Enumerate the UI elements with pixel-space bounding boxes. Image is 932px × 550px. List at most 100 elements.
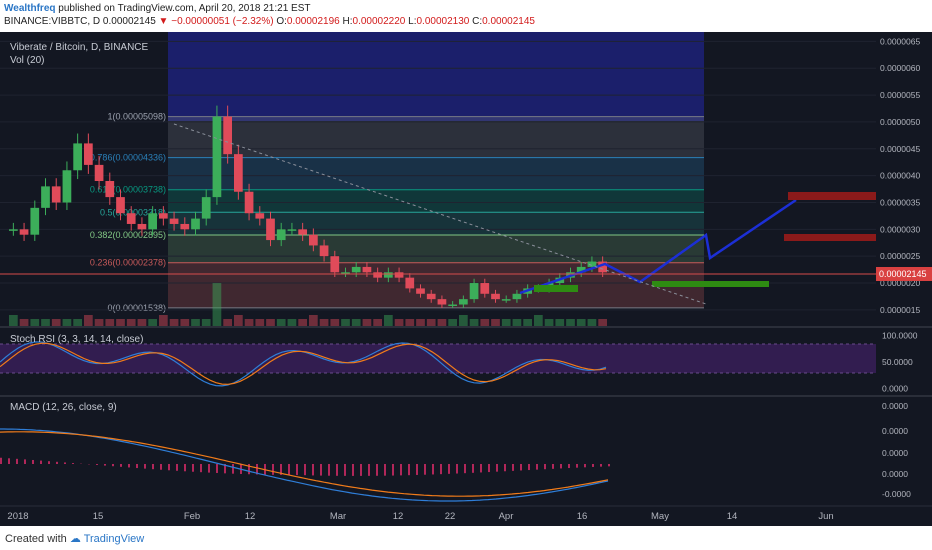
time-tick-label: 14 xyxy=(727,511,738,522)
macd-hist-bar xyxy=(128,464,130,468)
candle-body xyxy=(448,304,457,307)
candle-body xyxy=(255,213,265,219)
chart-svg[interactable]: 1(0.00005098) 0.786(0.00004336) 0.618(0.00… xyxy=(0,32,932,526)
macd-hist-bar xyxy=(192,464,194,472)
volume-bar xyxy=(351,319,361,326)
macd-hist-bar xyxy=(200,464,202,473)
candle-body xyxy=(587,261,597,267)
macd-hist-bar xyxy=(96,464,98,465)
macd-hist-bar xyxy=(584,464,586,468)
volume-bar xyxy=(544,319,554,326)
resistance-zone-lower[interactable] xyxy=(784,234,876,241)
candle-body xyxy=(287,229,297,231)
macd-hist-bar xyxy=(592,464,594,467)
macd-hist-bar xyxy=(328,464,330,476)
stoch-tick-label: 100.0000 xyxy=(882,330,918,340)
volume-bar xyxy=(244,319,254,326)
macd-hist-bar xyxy=(528,464,530,471)
price-axis-ticks: 0.0000065 0.0000060 0.0000055 0.0000050 0.00… xyxy=(880,36,920,315)
macd-hist-bar xyxy=(472,464,474,473)
chart-area[interactable]: 1(0.00005098) 0.786(0.00004336) 0.618(0.00… xyxy=(0,32,932,526)
support-zone[interactable] xyxy=(652,281,769,287)
candle-body xyxy=(62,170,72,203)
tradingview-brand-link[interactable]: TradingView xyxy=(83,533,145,545)
candle-body xyxy=(416,288,425,294)
macd-hist-bar xyxy=(112,464,114,467)
macd-hist-bar xyxy=(400,464,402,476)
volume-bar xyxy=(287,319,297,326)
candle-body xyxy=(276,229,286,241)
macd-hist-bar xyxy=(384,464,386,476)
macd-tick-label: -0.0000 xyxy=(882,489,911,499)
macd-hist-bar xyxy=(0,457,2,464)
macd-hist-bar xyxy=(280,464,282,475)
published-text: published on TradingView.com, April 20, … xyxy=(58,3,311,14)
macd-hist-bar xyxy=(248,464,250,475)
macd-hist-bar xyxy=(568,464,570,469)
candle-body xyxy=(148,213,157,230)
high-label: H: xyxy=(342,16,353,27)
price-tick-label: 0.0000045 xyxy=(880,144,920,154)
volume-bar xyxy=(234,315,243,326)
candle-body xyxy=(373,272,382,278)
macd-hist-bar xyxy=(64,462,66,464)
volume-bar xyxy=(362,319,372,326)
macd-hist-bar xyxy=(496,464,498,472)
volume-bar xyxy=(448,319,457,326)
volume-bar xyxy=(84,315,93,326)
candle-body xyxy=(319,245,329,257)
macd-hist-bar xyxy=(304,464,306,476)
macd-hist-bar xyxy=(536,464,538,470)
macd-hist-bar xyxy=(312,464,314,476)
volume-bar xyxy=(437,319,447,326)
stoch-tick-label: 50.0000 xyxy=(882,357,913,367)
projection-path[interactable] xyxy=(519,198,797,295)
macd-hist-bar xyxy=(344,464,346,476)
volume-bar xyxy=(223,319,232,326)
price-tick-label: 0.0000025 xyxy=(880,251,920,261)
volume-bar xyxy=(330,319,340,326)
macd-hist-bar xyxy=(360,464,362,476)
candle-body xyxy=(223,116,232,155)
price-tick-label: 0.0000015 xyxy=(880,305,920,315)
fib-zone xyxy=(168,189,704,213)
volume-bar xyxy=(148,319,157,326)
volume-bar xyxy=(566,319,575,326)
price-tick-label: 0.0000050 xyxy=(880,117,920,127)
publish-header: Wealthfreq published on TradingView.com,… xyxy=(0,0,932,30)
volume-bar xyxy=(480,319,490,326)
time-tick-label: Mar xyxy=(330,511,346,522)
macd-hist-bar xyxy=(464,464,466,474)
candle-body xyxy=(137,223,147,230)
macd-tick-label: 0.0000 xyxy=(882,401,908,411)
macd-hist-bar xyxy=(152,464,154,470)
candle-body xyxy=(480,283,490,294)
candle-body xyxy=(73,143,82,171)
macd-hist-bar xyxy=(424,464,426,475)
candle-body xyxy=(116,197,125,214)
volume-bar xyxy=(373,319,382,326)
author-link[interactable]: Wealthfreq xyxy=(4,3,56,14)
macd-hist-bar xyxy=(456,464,458,474)
time-tick-label: 12 xyxy=(393,511,404,522)
price-tick-label: 0.0000060 xyxy=(880,63,920,73)
fib-level-label: 0.618(0.00003738) xyxy=(90,185,166,195)
resistance-zone-upper[interactable] xyxy=(788,192,876,200)
support-zone-small[interactable] xyxy=(534,285,578,292)
volume-bar xyxy=(491,319,500,326)
time-tick-label: 2018 xyxy=(7,511,28,522)
macd-hist-bar xyxy=(352,464,354,476)
volume-bar xyxy=(191,319,200,326)
macd-line xyxy=(0,428,609,502)
open-value: 0.00002196 xyxy=(286,16,340,27)
macd-hist-bar xyxy=(576,464,578,468)
last-price: 0.00002145 xyxy=(102,16,156,27)
volume-bar xyxy=(534,315,543,326)
macd-hist-bar xyxy=(208,464,210,473)
created-with-text: Created with xyxy=(5,533,67,545)
macd-hist-bar xyxy=(40,460,42,464)
time-axis-ticks[interactable]: 2018 15 Feb 12 Mar 12 22 Apr 16 May 14 Jun xyxy=(7,511,833,522)
macd-hist-bar xyxy=(272,464,274,475)
volume-bar xyxy=(384,315,393,326)
candle-body xyxy=(576,266,586,273)
